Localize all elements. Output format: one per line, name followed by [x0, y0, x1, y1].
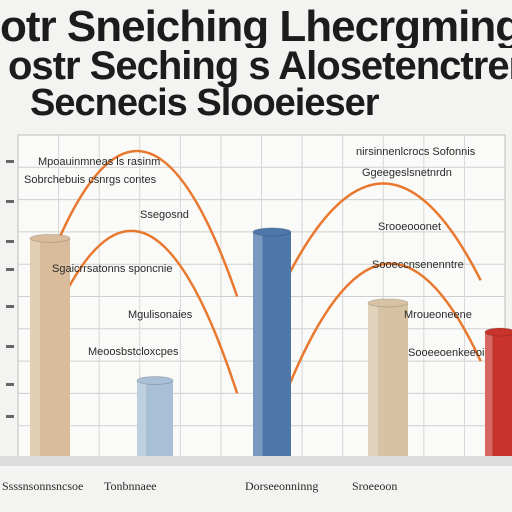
bar-2 [252, 227, 292, 458]
bar-top [484, 327, 512, 337]
bar-body [485, 332, 512, 458]
footer-label-2: Dorseeonninng [245, 479, 318, 493]
bar-highlight [137, 380, 146, 458]
bar-highlight [368, 302, 378, 458]
bar-4 [484, 327, 512, 458]
chart-annotations: Mpoauinmneas ls rasinm Sobrchebuis csnrgs… [24, 146, 484, 359]
bar-body [137, 380, 173, 458]
series-line-0 [41, 149, 239, 297]
axis-tick [6, 305, 14, 308]
axis-tick [6, 383, 14, 386]
bar-1 [136, 375, 174, 458]
bar-top [136, 375, 174, 385]
chart-title-line-3: Secnecis Slooeieser [30, 82, 380, 122]
bar-highlight [485, 332, 493, 458]
annotation-8: Srooeooonet [378, 221, 441, 233]
chart-title-line-2: ostr Seching s Alosetenctrenr [8, 44, 512, 88]
annotation-6: nirsinnenlcrocs Sofonnis [356, 146, 476, 158]
annotation-10: Mroueoneene [404, 309, 472, 321]
axis-tick [6, 160, 14, 163]
axis-tick [6, 240, 14, 243]
bar-3 [367, 298, 409, 458]
annotation-2: Ssegosnd [140, 209, 189, 221]
chart-title-line-1: otr Sneiching Lhecrgming Scol [0, 2, 512, 48]
chart-bars [0, 227, 512, 466]
bar-body [253, 231, 291, 458]
annotation-4: Mgulisonaies [128, 309, 193, 321]
annotation-9: Sooeccnsenenntre [372, 259, 464, 271]
footer-label-1: Tonbnnaee [104, 479, 156, 493]
bar-body [30, 238, 70, 458]
chart-footer: Ssssnsonnsncsoe Tonbnnaee Dorseeonninng Sro… [2, 479, 397, 493]
annotation-0: Mpoauinmneas ls rasinm [38, 156, 160, 168]
footer-label-0: Ssssnsonnsncsoe [2, 479, 83, 493]
annotation-7: Ggeegeslsnetnrdn [362, 167, 452, 179]
annotation-3: Sgaicrrsatonns sponcnie [52, 263, 172, 275]
bar-top [29, 233, 71, 243]
bar-0 [29, 233, 71, 458]
axis-tick [6, 415, 14, 418]
footer-label-3: Sroeeoon [352, 479, 397, 493]
axis-tick [6, 345, 14, 348]
axis-tick [6, 268, 14, 271]
annotation-11: Sooeeoenkeeoi [408, 347, 484, 359]
series-line-2 [284, 182, 482, 281]
bar-top [252, 227, 292, 237]
bar-highlight [30, 238, 40, 458]
baseline-shelf [0, 456, 512, 466]
annotation-1: Sobrchebuis csnrgs contes [24, 174, 157, 186]
bar-body [368, 302, 408, 458]
series-line-3 [284, 262, 482, 394]
axis-tick [6, 200, 14, 203]
bar-top [367, 298, 409, 308]
annotation-5: Meoosbstcloxcpes [88, 346, 179, 358]
bar-highlight [253, 231, 263, 458]
